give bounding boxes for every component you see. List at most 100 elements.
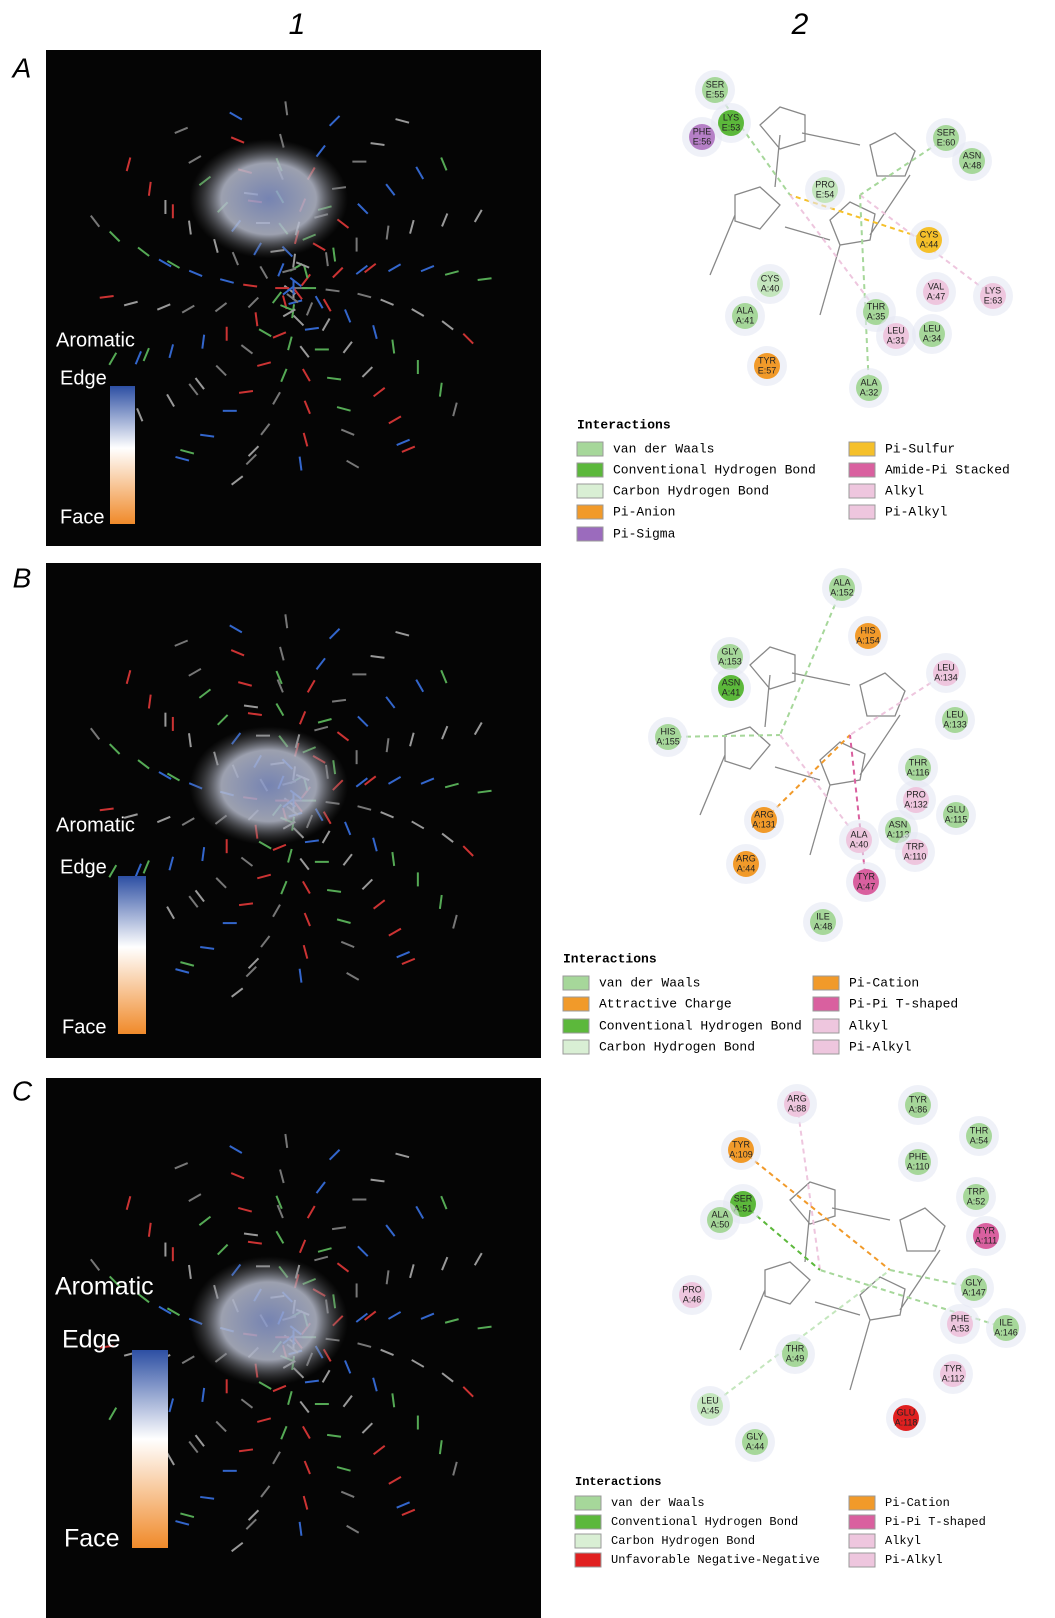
structure-stick (194, 377, 205, 390)
structure-stick (396, 1501, 411, 1509)
interaction-line (779, 587, 843, 736)
structure-stick (287, 336, 293, 351)
residue-name: ALA (860, 377, 877, 387)
residue-id: A:112 (942, 1373, 965, 1383)
structure-stick (287, 848, 293, 863)
residue-id: A:49 (786, 1353, 805, 1363)
structure-stick (174, 1162, 189, 1170)
legend-swatch (848, 1514, 876, 1530)
structure-stick (388, 1476, 402, 1485)
legend-label: Carbon Hydrogen Bond (613, 483, 769, 498)
structure-stick (200, 946, 215, 950)
structure-stick (271, 291, 283, 304)
structure-stick (123, 300, 138, 307)
residue-name: ALA (711, 1209, 728, 1219)
structure-stick (336, 406, 351, 412)
structure-stick (188, 1193, 202, 1202)
residue-id: A:110 (907, 1161, 930, 1171)
structure-stick (125, 670, 132, 685)
structure-stick (373, 387, 386, 398)
legend-label: Pi-Cation (849, 975, 919, 990)
structure-stick (396, 438, 411, 447)
residue-node (903, 787, 929, 813)
structure-stick (194, 889, 205, 903)
panel-label: B (13, 562, 32, 593)
structure-stick (272, 1451, 281, 1465)
structure-stick (441, 320, 454, 331)
structure-stick (440, 669, 448, 684)
structure-stick (188, 269, 203, 277)
residue-id: A:52 (967, 1196, 986, 1206)
structure-stick (201, 1387, 206, 1402)
structure-stick (302, 432, 309, 447)
residue-name: ARG (787, 1093, 807, 1103)
structure-stick (473, 209, 483, 223)
structure-stick (346, 459, 360, 469)
structure-stick (282, 267, 297, 274)
structure-stick (272, 843, 287, 852)
residue-name: GLY (746, 1431, 763, 1441)
structure-stick (188, 667, 202, 677)
residue-name: PRO (682, 1284, 702, 1294)
legend-label: Pi-Sulfur (885, 441, 955, 456)
structure-stick (168, 344, 175, 359)
structure-stick (401, 957, 416, 966)
structure-stick (217, 1243, 229, 1256)
residue-id: A:155 (656, 736, 680, 746)
structure-stick (174, 639, 189, 647)
structure-stick (317, 1247, 332, 1253)
structure-stick (317, 718, 332, 724)
legend-label: Carbon Hydrogen Bond (611, 1534, 755, 1548)
interaction-line (859, 137, 947, 196)
structure-stick (303, 912, 311, 927)
residue-id: E:53 (722, 122, 741, 132)
residue-id: A:109 (729, 1149, 753, 1159)
structure-stick (279, 1169, 285, 1184)
structure-stick (284, 614, 289, 629)
residue-node (961, 1275, 987, 1301)
column-header: 1 (289, 8, 306, 41)
structure-stick (314, 295, 324, 309)
structure-stick (200, 433, 215, 438)
structure-stick (370, 142, 385, 146)
structure-stick (299, 857, 310, 871)
structure-stick (284, 1133, 289, 1148)
column-header: 2 (791, 8, 809, 41)
structure-stick (229, 624, 243, 634)
structure-stick (372, 325, 378, 340)
interaction-line (779, 734, 860, 841)
structure-stick (361, 1422, 374, 1434)
legend-swatch (574, 1514, 602, 1530)
structure-stick (247, 957, 260, 969)
residue-node (655, 724, 681, 750)
surface-legend-bottom: Face (62, 1016, 106, 1038)
structure-stick (395, 118, 410, 124)
residue-node (784, 1091, 810, 1117)
structure-stick (276, 679, 284, 693)
residue-name: LEU (937, 662, 955, 672)
structure-stick (444, 270, 459, 276)
legend-swatch (576, 526, 604, 542)
legend-label: Pi-Pi T-shaped (885, 1515, 986, 1529)
structure-stick (259, 265, 269, 280)
legend-swatch (576, 462, 604, 478)
structure-stick (158, 771, 172, 780)
residue-name: THR (786, 1343, 805, 1353)
structure-stick (230, 136, 245, 144)
structure-stick (158, 258, 172, 268)
structure-stick (346, 1524, 360, 1534)
structure-stick (240, 1398, 254, 1409)
structure-stick (229, 111, 243, 121)
residue-name: TYR (857, 871, 876, 881)
residue-id: A:133 (943, 719, 967, 729)
structure-stick (336, 1262, 350, 1273)
structure-stick (158, 1305, 172, 1315)
structure-stick (219, 278, 234, 284)
legend-label: Alkyl (885, 1534, 921, 1548)
structure-stick (89, 727, 101, 740)
structure-stick (238, 902, 254, 907)
legend-label: Conventional Hydrogen Bond (613, 462, 816, 477)
structure-stick (275, 703, 285, 717)
structure-stick (123, 813, 138, 819)
residue-name: HIS (660, 726, 675, 736)
